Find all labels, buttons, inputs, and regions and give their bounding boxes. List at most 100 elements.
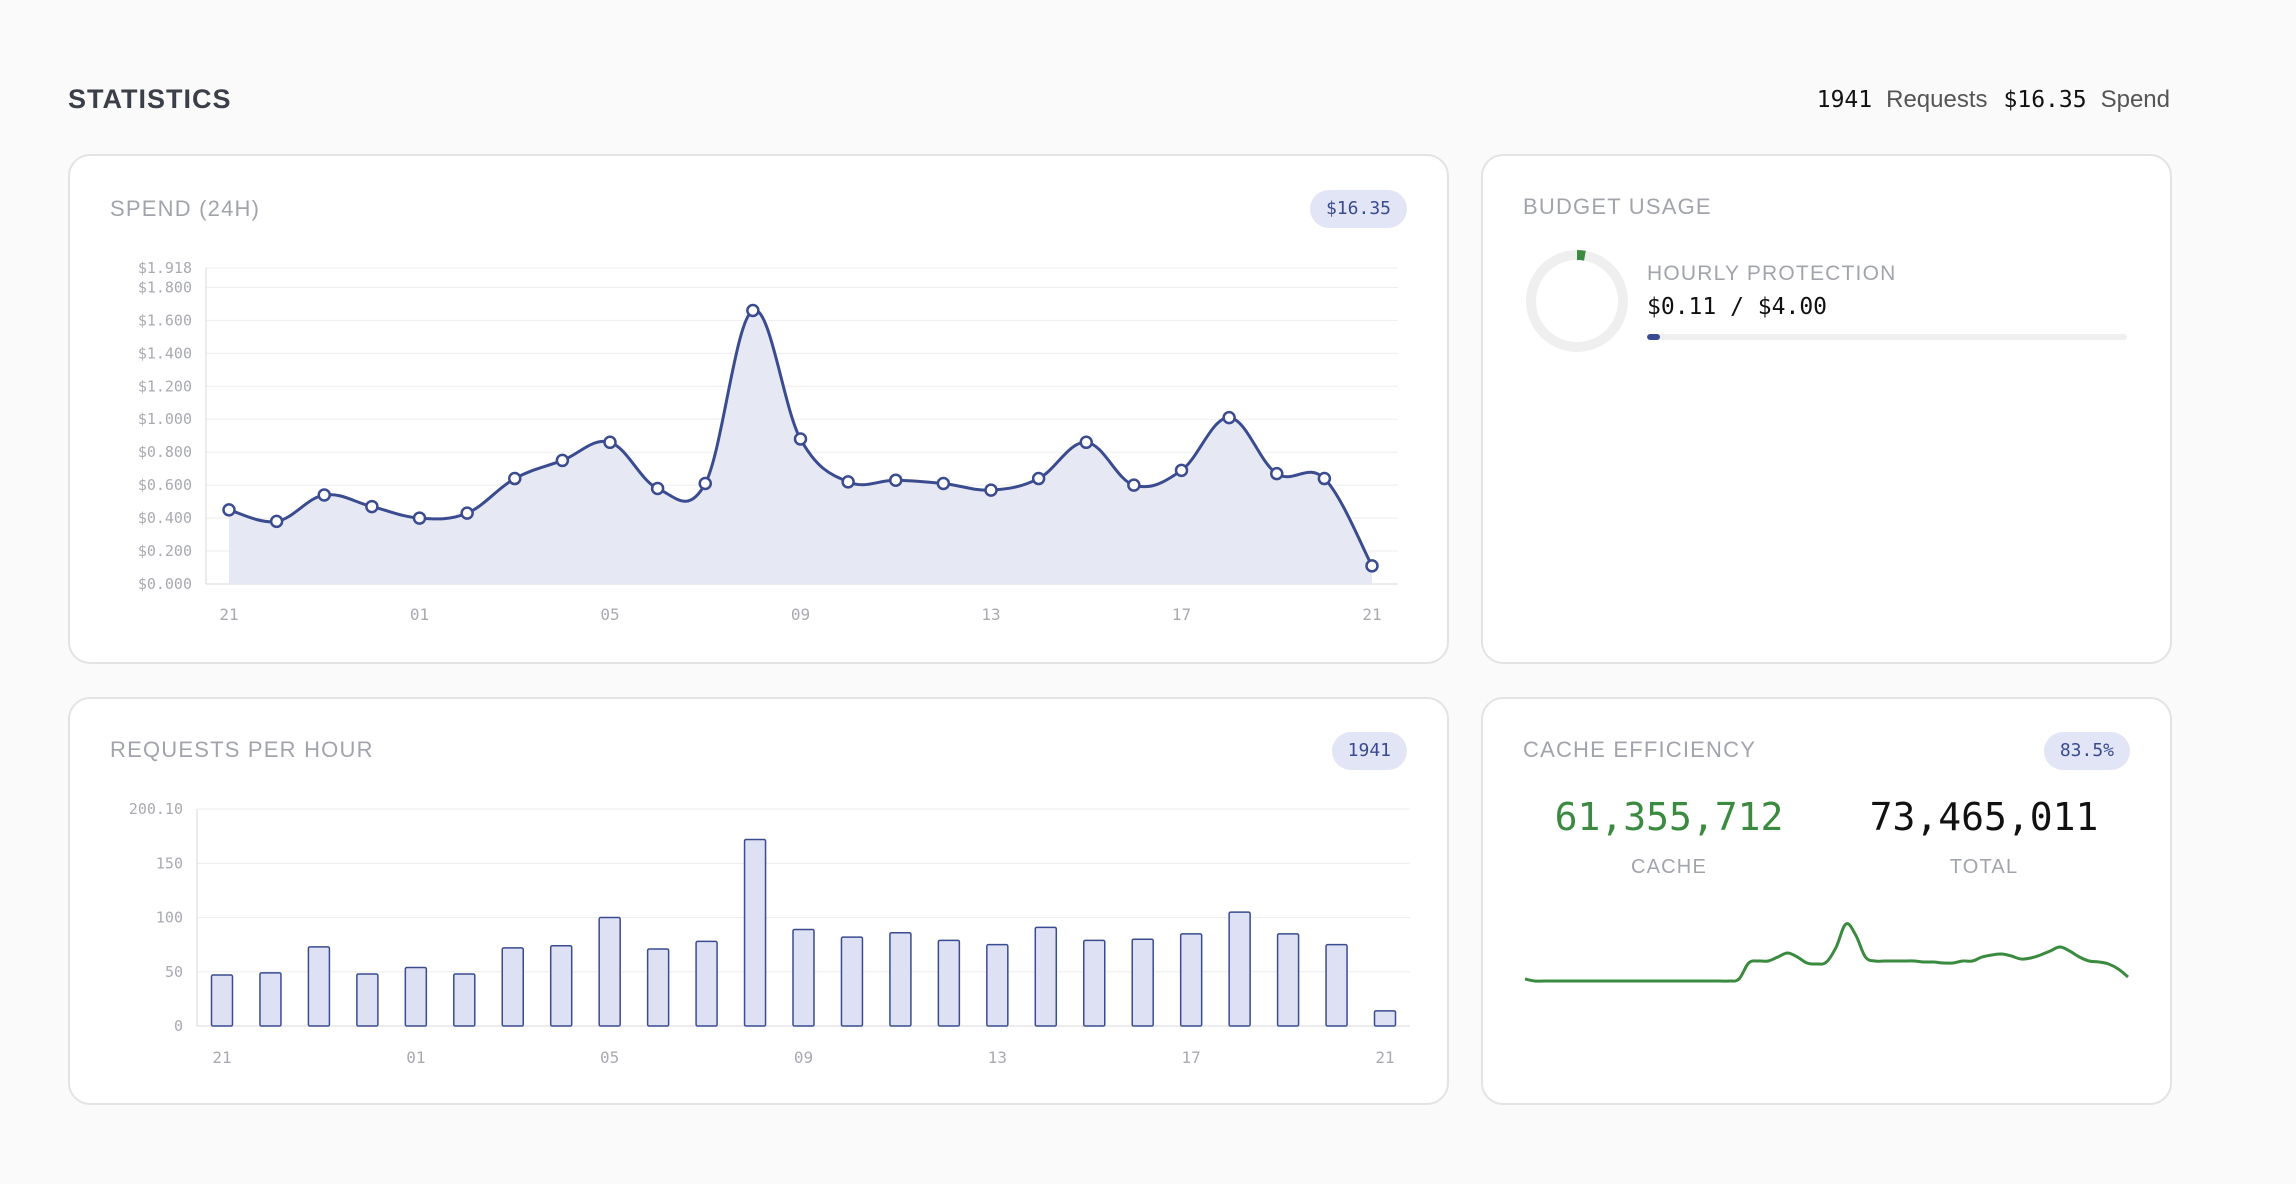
spend-point (1222, 410, 1236, 425)
spend-point (1127, 478, 1141, 492)
requests-x-tick: 01 (406, 1048, 425, 1067)
spend-label: Spend (2100, 86, 2170, 113)
spend-point (269, 514, 284, 529)
spend-card: SPEND (24H) $16.35 $0.000 $0.200 $0.400 $0.… (68, 154, 1449, 664)
requests-bar (307, 946, 331, 1027)
requests-bar (1034, 926, 1058, 1027)
spend-y-tick: $0.600 (138, 476, 192, 494)
budget-donut-arc (1526, 250, 1628, 352)
requests-card-title: REQUESTS PER HOUR (110, 737, 374, 762)
requests-x-tick: 21 (1375, 1048, 1394, 1067)
spend-y-tick: $0.800 (138, 443, 192, 461)
requests-bar (792, 928, 815, 1027)
requests-bar (549, 945, 573, 1027)
budget-card-title: BUDGET USAGE (1523, 194, 1712, 219)
requests-bar (1083, 939, 1106, 1027)
spend-y-tick: $0.000 (138, 575, 192, 593)
requests-bar (1276, 933, 1300, 1027)
requests-bar (1325, 943, 1348, 1027)
spend-point (1174, 463, 1189, 478)
spend-point (365, 499, 379, 514)
requests-bar (986, 943, 1009, 1027)
cache-value: 61,355,712 (1554, 795, 1784, 839)
cache-badge: 83.5% (2043, 732, 2130, 770)
requests-bar (1131, 938, 1154, 1027)
requests-chart: 0 50 100 150 200.10 21 01 05 09 13 17 21 (129, 800, 1410, 1067)
requests-y-tick: 50 (165, 963, 183, 981)
spend-point (1365, 559, 1379, 573)
spend-point (317, 488, 331, 502)
budget-card: BUDGET USAGE HOURLY PROTECTION $0.11 / $… (1481, 154, 2172, 664)
spend-y-tick: $1.918 (138, 259, 192, 277)
spend-point (841, 475, 855, 489)
spend-point (698, 476, 712, 491)
spend-x-tick: 17 (1172, 605, 1191, 624)
requests-bar (501, 947, 524, 1027)
total-label: TOTAL (1949, 856, 2019, 878)
requests-bar (598, 916, 621, 1027)
spend-y-tick: $0.400 (138, 509, 192, 527)
hourly-protection-bar (1647, 334, 2127, 340)
spend-point (460, 506, 474, 520)
requests-count: 1941 (1816, 87, 1873, 113)
cache-label: CACHE (1630, 856, 1707, 878)
spend-x-tick: 09 (791, 605, 810, 624)
requests-bar (356, 973, 379, 1027)
requests-x-tick: 17 (1182, 1048, 1201, 1067)
spend-total: $16.35 (2003, 87, 2087, 113)
spend-point (889, 473, 903, 487)
spend-y-tick: $1.400 (138, 344, 192, 362)
spend-point (984, 483, 998, 497)
spend-y-tick: $1.600 (138, 311, 192, 329)
requests-bar (743, 838, 767, 1027)
requests-bar (1373, 1010, 1397, 1027)
requests-card: REQUESTS PER HOUR 1941 0 50 100 150 200.10 21… (68, 697, 1449, 1105)
spend-y-tick: $1.200 (138, 377, 192, 395)
requests-label: Requests (1886, 86, 1988, 113)
spend-point (1317, 471, 1332, 486)
spend-point (1079, 435, 1093, 450)
spend-point (555, 453, 570, 468)
spend-point (936, 476, 951, 491)
requests-bar (646, 948, 670, 1027)
cache-card: CACHE EFFICIENCY 83.5% 61,355,712 CACHE … (1481, 697, 2172, 1105)
spend-point (1270, 466, 1284, 481)
spend-point (222, 503, 236, 517)
requests-bar (1228, 911, 1251, 1027)
spend-card-title: SPEND (24H) (110, 196, 261, 221)
requests-bar (695, 940, 718, 1027)
requests-x-tick: 21 (212, 1048, 231, 1067)
hourly-protection-fill (1647, 334, 1661, 340)
page-title: STATISTICS (68, 84, 232, 114)
requests-bar (210, 974, 234, 1027)
spend-point (746, 303, 760, 318)
requests-badge: 1941 (1331, 732, 1407, 770)
cache-card-title: CACHE EFFICIENCY (1523, 737, 1757, 762)
requests-bar (404, 966, 428, 1027)
requests-y-tick: 0 (174, 1017, 183, 1035)
requests-x-tick: 13 (988, 1048, 1007, 1067)
hourly-protection-label: HOURLY PROTECTION (1647, 262, 1897, 285)
requests-bar (453, 973, 476, 1027)
requests-bar (889, 931, 912, 1027)
spend-y-tick: $0.200 (138, 542, 192, 560)
spend-point (412, 511, 427, 525)
requests-y-tick: 200.10 (129, 800, 183, 818)
spend-y-tick: $1.000 (138, 410, 192, 428)
requests-x-tick: 05 (600, 1048, 619, 1067)
spend-point (508, 471, 522, 486)
total-value: 73,465,011 (1869, 795, 2099, 839)
spend-x-tick: 01 (410, 605, 429, 624)
cache-sparkline (1524, 922, 2129, 983)
requests-bar (1179, 933, 1203, 1027)
spend-area (229, 310, 1372, 584)
spend-y-tick: $1.800 (138, 278, 192, 296)
budget-donut (1526, 250, 1628, 352)
requests-bar (259, 972, 282, 1027)
requests-bar (937, 939, 961, 1027)
spend-point (793, 432, 808, 446)
spend-point (650, 481, 665, 496)
requests-y-tick: 150 (156, 854, 183, 872)
cache-line (1524, 922, 2129, 983)
spend-point (1031, 471, 1046, 486)
